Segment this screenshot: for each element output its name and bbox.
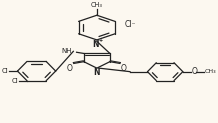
Text: N: N — [94, 68, 100, 77]
Text: CH₃: CH₃ — [205, 69, 216, 74]
Text: CH₃: CH₃ — [91, 2, 103, 8]
Text: O: O — [67, 64, 73, 73]
Text: N: N — [93, 40, 99, 49]
Text: +: + — [98, 38, 102, 43]
Text: Cl: Cl — [2, 68, 9, 74]
Text: O: O — [121, 64, 127, 73]
Text: O: O — [192, 67, 198, 76]
Text: Cl: Cl — [11, 78, 18, 84]
Text: NH: NH — [62, 48, 72, 54]
Text: Cl⁻: Cl⁻ — [125, 20, 136, 29]
